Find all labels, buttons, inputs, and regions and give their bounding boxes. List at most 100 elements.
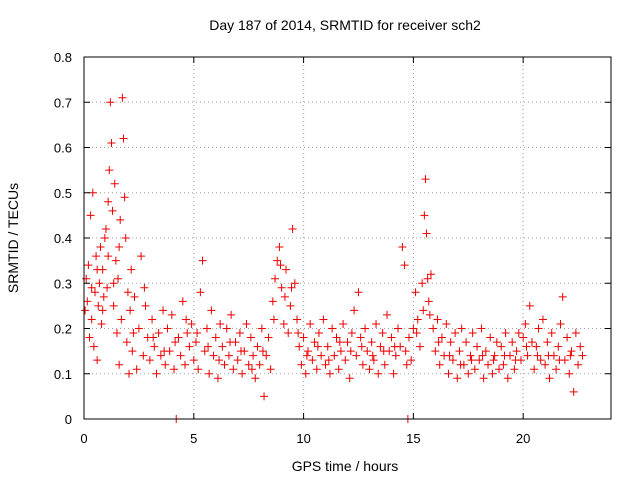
data-point [429, 324, 438, 333]
data-point [292, 315, 301, 324]
data-point [422, 229, 431, 238]
data-point [527, 338, 536, 347]
data-point [409, 324, 418, 333]
data-point [376, 342, 385, 351]
data-point [103, 283, 112, 292]
data-point [324, 356, 333, 365]
data-point [251, 374, 260, 383]
data-point [97, 319, 106, 328]
data-point [457, 324, 466, 333]
data-point [268, 297, 277, 306]
data-point [374, 369, 383, 378]
data-point [87, 283, 96, 292]
data-point [445, 351, 454, 360]
data-point [86, 211, 95, 220]
data-point [154, 329, 163, 338]
data-point [161, 360, 170, 369]
data-point [455, 347, 464, 356]
data-point [423, 274, 432, 283]
data-point [244, 360, 253, 369]
data-point [435, 360, 444, 369]
data-point [282, 265, 291, 274]
data-point [264, 333, 273, 342]
data-point [220, 360, 229, 369]
data-point [303, 347, 312, 356]
data-point [372, 319, 381, 328]
data-point [286, 301, 295, 310]
data-point [567, 347, 576, 356]
data-point [211, 333, 220, 342]
data-point [418, 279, 427, 288]
data-point [301, 369, 310, 378]
data-point [420, 211, 429, 220]
y-tick-label: 0.2 [54, 322, 72, 337]
data-point [544, 351, 553, 360]
data-point [380, 360, 389, 369]
data-point [402, 360, 411, 369]
data-point [426, 270, 435, 279]
data-point [479, 374, 488, 383]
data-point [565, 369, 574, 378]
data-point [85, 333, 94, 342]
data-point [205, 369, 214, 378]
data-point [127, 265, 136, 274]
data-point [547, 329, 556, 338]
data-point [475, 356, 484, 365]
data-point [312, 365, 321, 374]
data-point [132, 365, 141, 374]
data-point [354, 288, 363, 297]
data-point [538, 315, 547, 324]
data-point [490, 351, 499, 360]
data-point [176, 351, 185, 360]
data-point [108, 206, 117, 215]
data-point [280, 292, 289, 301]
data-point [118, 93, 127, 102]
data-point [148, 315, 157, 324]
data-point [209, 351, 218, 360]
y-tick-label: 0.5 [54, 186, 72, 201]
data-point [401, 347, 410, 356]
data-point [391, 351, 400, 360]
data-point [336, 347, 345, 356]
data-point [492, 338, 501, 347]
data-point [181, 360, 190, 369]
axis-ticks: 0 0.1 0.2 0.3 0.4 0.5 0.6 0.7 0.8 0 5 10 15 20 [54, 50, 611, 446]
data-point [477, 324, 486, 333]
data-point [271, 274, 280, 283]
data-point [383, 310, 392, 319]
data-point [183, 329, 192, 338]
data-point [363, 347, 372, 356]
data-point [453, 374, 462, 383]
data-point [350, 306, 359, 315]
data-point [92, 252, 101, 261]
data-point [238, 369, 247, 378]
data-point [182, 315, 191, 324]
data-point [470, 365, 479, 374]
data-point [379, 347, 388, 356]
data-point [269, 315, 278, 324]
data-point [167, 310, 176, 319]
data-point [287, 283, 296, 292]
data-point [262, 351, 271, 360]
data-point [93, 356, 102, 365]
x-tick-label: 0 [80, 431, 87, 446]
data-point [512, 347, 521, 356]
data-point [346, 347, 355, 356]
data-point [125, 369, 134, 378]
data-point [473, 342, 482, 351]
data-point [335, 338, 344, 347]
data-point [411, 288, 420, 297]
data-point [510, 365, 519, 374]
data-point [95, 279, 104, 288]
data-point [343, 338, 352, 347]
data-point [121, 234, 130, 242]
data-point [170, 365, 179, 374]
x-tick-label: 20 [516, 431, 530, 446]
data-point [101, 224, 110, 233]
data-point [277, 283, 286, 292]
data-point [178, 297, 187, 306]
data-point [279, 319, 288, 328]
data-point [437, 333, 446, 342]
